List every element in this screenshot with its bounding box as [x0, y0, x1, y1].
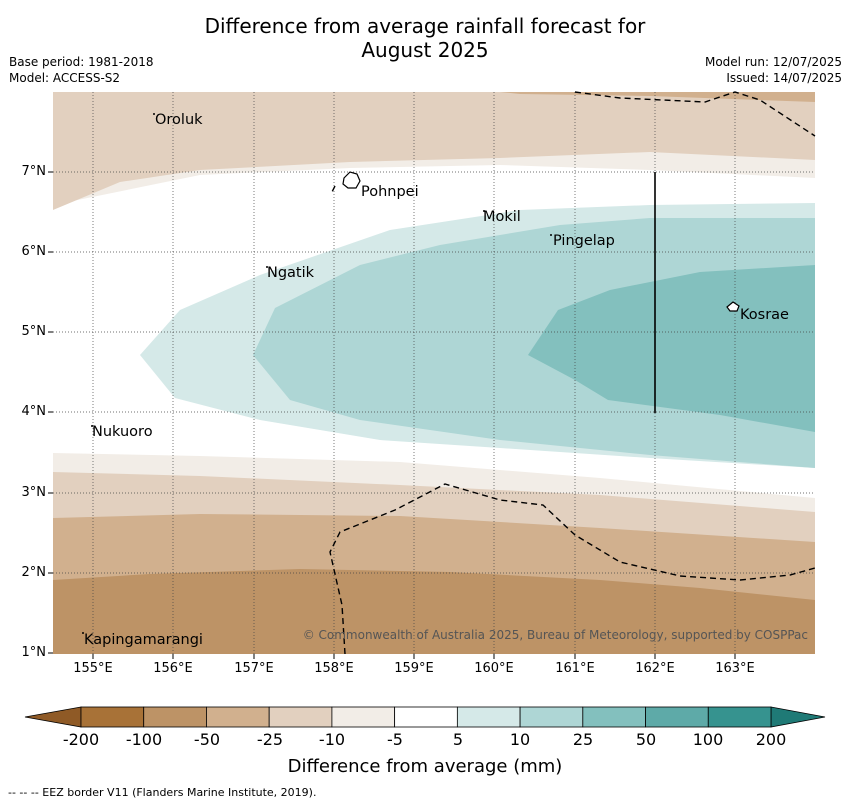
colorbar-tick: -200 [62, 730, 100, 749]
colorbar-tick: -100 [125, 730, 163, 749]
pohnpei-island [342, 171, 361, 189]
model-run: Model run: 12/07/2025 [704, 55, 842, 69]
colorbar-tick: 10 [509, 730, 531, 749]
place-pingelap: Pingelap [553, 233, 615, 249]
lon-label: 158°E [314, 661, 354, 676]
colorbar-tick: -50 [193, 730, 221, 749]
place-mokil: Mokil [483, 209, 521, 225]
lon-label: 156°E [153, 661, 193, 676]
rainfall-contours [53, 92, 815, 654]
colorbar-segment [582, 706, 646, 728]
colorbar-tick: -5 [387, 730, 403, 749]
meta-right: Model run: 12/07/2025 Issued: 14/07/2025 [705, 54, 842, 86]
map-title: Difference from average rainfall forecas… [204, 14, 646, 62]
lat-label: 2°N [21, 565, 47, 580]
base-period: Base period: 1981-2018 [9, 55, 154, 69]
place-nukuoro: Nukuoro [92, 424, 153, 440]
eez-border [329, 91, 816, 655]
colorbar-segment [80, 706, 145, 728]
lon-label: 163°E [715, 661, 755, 676]
colorbar-segment [331, 706, 396, 728]
colorbar-segment [206, 706, 270, 728]
colorbar-segment [143, 706, 207, 728]
colorbar-title: Difference from average (mm) [287, 756, 563, 777]
place-kosrae: Kosrae [740, 307, 789, 323]
lat-label: 4°N [21, 404, 47, 419]
colorbar-extend-low [24, 706, 82, 728]
colorbar-tick: 5 [452, 730, 464, 749]
colorbar-tick: -25 [256, 730, 284, 749]
kosrae-island [726, 301, 740, 312]
lat-label: 5°N [21, 324, 47, 339]
lat-label: 6°N [21, 244, 47, 259]
colorbar-segment [707, 706, 772, 728]
colorbar-extend-high [770, 706, 826, 728]
place-pohnpei: Pohnpei [361, 184, 419, 200]
place-oroluk: Oroluk [155, 112, 203, 128]
lon-label: 160°E [474, 661, 514, 676]
colorbar-segment [268, 706, 333, 728]
contour-south-dark [53, 569, 815, 654]
contour-teal-dark [528, 265, 815, 432]
island-dots [82, 113, 552, 634]
colorbar-tick: -10 [318, 730, 346, 749]
eez-footer-note: -- -- -- EEZ border V11 (Flanders Marine… [8, 786, 317, 799]
contour-north-mid [53, 92, 815, 210]
place-ngatik: Ngatik [267, 265, 315, 281]
colorbar-segment [456, 706, 521, 728]
lon-label: 159°E [394, 661, 434, 676]
colorbar-tick: 50 [635, 730, 657, 749]
colorbar [24, 706, 826, 728]
colorbar-tick: 25 [572, 730, 594, 749]
lon-label: 157°E [234, 661, 274, 676]
issued-date: Issued: 14/07/2025 [726, 71, 842, 85]
meta-left: Base period: 1981-2018 Model: ACCESS-S2 [9, 54, 154, 86]
colorbar-tick: 200 [755, 730, 787, 749]
model-name: Model: ACCESS-S2 [9, 71, 121, 85]
colorbar-tick: 100 [692, 730, 724, 749]
lat-label: 1°N [21, 645, 47, 660]
lat-label: 7°N [21, 164, 47, 179]
place-kapingamarangi: Kapingamarangi [84, 632, 203, 648]
lon-label: 162°E [635, 661, 675, 676]
lon-label: 155°E [73, 661, 113, 676]
colorbar-segment [394, 706, 458, 728]
lat-label: 3°N [21, 485, 47, 500]
colorbar-segment [519, 706, 584, 728]
copyright-credit: © Commonwealth of Australia 2025, Bureau… [302, 628, 808, 642]
contour-north-top [500, 92, 815, 102]
colorbar-segment [645, 706, 709, 728]
lon-label: 161°E [555, 661, 595, 676]
